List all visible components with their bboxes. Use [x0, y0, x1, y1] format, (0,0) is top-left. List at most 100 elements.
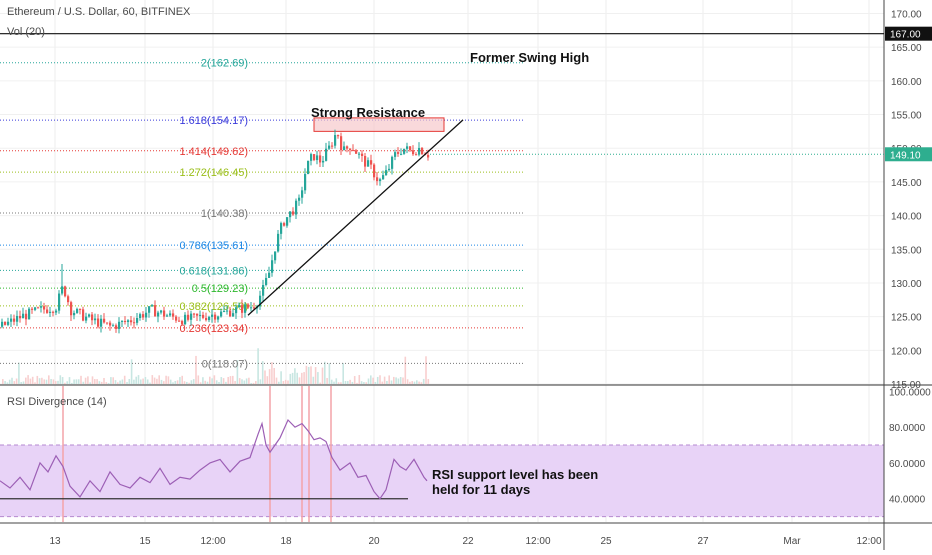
- volume-bar: [271, 362, 273, 384]
- volume-bar: [351, 381, 354, 384]
- volume-bar: [381, 381, 384, 384]
- volume-bar: [395, 377, 397, 384]
- volume-bar: [218, 382, 220, 384]
- volume-bar: [222, 378, 225, 384]
- volume-bar: [268, 369, 271, 384]
- candle-body: [337, 135, 340, 137]
- volume-bar: [174, 380, 177, 384]
- volume-bar: [294, 368, 296, 384]
- candle-body: [310, 154, 313, 161]
- volume-bar: [289, 373, 292, 384]
- volume-bar: [20, 382, 22, 384]
- candle-body: [205, 317, 208, 321]
- candle-body: [217, 316, 220, 320]
- volume-bar: [264, 370, 266, 384]
- candle-body: [238, 305, 241, 308]
- strong-resistance-annotation: Strong Resistance: [311, 105, 426, 120]
- fib-level-label: 0.382(126.59): [180, 301, 249, 313]
- volume-bar: [36, 375, 39, 384]
- candle-body: [262, 284, 265, 296]
- fib-level-label: 0.618(131.86): [180, 265, 249, 277]
- candle-body: [367, 160, 370, 167]
- volume-bar: [48, 375, 50, 384]
- volume-bar: [360, 381, 363, 384]
- candle-body: [88, 314, 91, 317]
- candle-body: [340, 136, 343, 151]
- candle-body: [316, 155, 319, 161]
- volume-bar: [411, 381, 413, 384]
- volume-bar: [420, 382, 423, 384]
- candle-body: [364, 155, 367, 167]
- volume-bar: [342, 362, 344, 384]
- candle-body: [355, 150, 358, 154]
- candle-body: [298, 197, 301, 201]
- candle-body: [106, 322, 109, 324]
- volume-bar: [358, 375, 361, 384]
- volume-bar: [31, 376, 34, 384]
- volume-bar: [43, 379, 45, 384]
- volume-bar: [229, 376, 232, 384]
- volume-bar: [399, 376, 402, 384]
- candle-body: [127, 320, 130, 322]
- volume-bar: [370, 375, 372, 384]
- candle-body: [286, 217, 289, 226]
- volume-bar: [280, 371, 282, 384]
- volume-bar: [66, 381, 68, 384]
- price-axis-tick-label: 140.00: [891, 212, 922, 223]
- volume-bar: [15, 378, 18, 384]
- candle-body: [130, 320, 133, 323]
- volume-bar: [211, 378, 213, 384]
- fib-level-label: 0.5(129.23): [192, 283, 248, 295]
- volume-bar: [140, 379, 142, 384]
- candle-body: [100, 318, 103, 327]
- volume-bar: [137, 375, 140, 384]
- fib-level-label: 0.786(135.61): [180, 240, 249, 252]
- volume-bar: [133, 379, 135, 384]
- volume-bar: [121, 379, 124, 384]
- volume-bar: [236, 360, 239, 384]
- candle-body: [334, 135, 337, 146]
- candle-body: [346, 146, 349, 149]
- candle-body: [343, 146, 346, 151]
- candle-body: [229, 310, 232, 317]
- volume-bar: [59, 375, 62, 384]
- time-axis-tick-label: Mar: [783, 536, 801, 547]
- volume-bar: [146, 379, 149, 384]
- volume-bar: [397, 378, 400, 384]
- candle-body: [163, 310, 166, 317]
- candle-body: [406, 146, 409, 149]
- volume-bar: [130, 359, 133, 384]
- candle-body: [376, 177, 379, 182]
- candle-body: [382, 175, 385, 180]
- candle-body: [109, 322, 112, 326]
- candle-body: [319, 155, 322, 163]
- candle-body: [247, 304, 250, 308]
- volume-bar: [291, 372, 294, 384]
- candle-body: [22, 313, 25, 319]
- candle-body: [361, 153, 364, 156]
- volume-bar: [87, 376, 89, 384]
- volume-bar: [388, 375, 390, 384]
- candle-body: [118, 321, 121, 329]
- candle-body: [304, 174, 307, 191]
- candle-body: [40, 306, 43, 308]
- candle-body: [403, 148, 406, 154]
- volume-bar: [252, 382, 255, 384]
- volume-bar: [296, 372, 298, 384]
- candle-body: [145, 312, 148, 318]
- candle-body: [121, 320, 124, 322]
- former-swing-high-annotation: Former Swing High: [470, 50, 590, 65]
- fib-level-label: 0(118.07): [202, 358, 248, 370]
- candle-body: [55, 310, 58, 313]
- fib-level-label: 1.618(154.17): [180, 115, 249, 127]
- volume-bar: [328, 363, 331, 384]
- volume-bar: [337, 382, 340, 384]
- candle-body: [136, 318, 139, 323]
- candle-body: [349, 148, 352, 150]
- volume-bar: [257, 348, 259, 384]
- fib-level-label: 1.414(149.62): [180, 146, 249, 158]
- swing-high-marker-label: 167.00: [890, 30, 921, 41]
- volume-bar: [303, 372, 305, 384]
- candle-body: [265, 277, 268, 285]
- time-axis-tick-label: 12:00: [200, 536, 225, 547]
